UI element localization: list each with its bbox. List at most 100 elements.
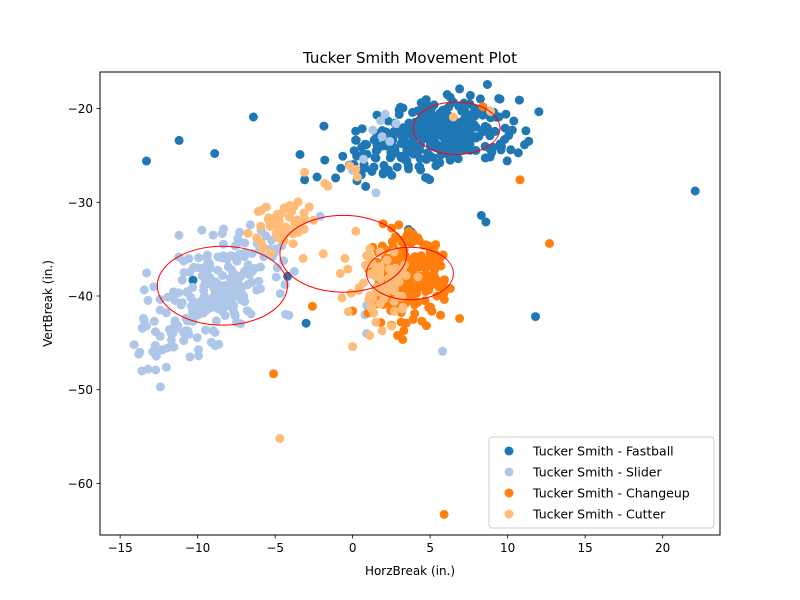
data-point xyxy=(192,333,202,343)
data-point xyxy=(230,241,240,251)
data-point xyxy=(235,227,244,237)
data-point xyxy=(476,210,486,220)
data-point xyxy=(513,148,523,158)
plot-area xyxy=(99,71,721,536)
data-point xyxy=(188,275,198,285)
data-point xyxy=(211,296,221,306)
data-point xyxy=(465,90,475,100)
data-point xyxy=(377,132,387,142)
data-point xyxy=(416,251,426,261)
data-point xyxy=(506,145,516,155)
data-point xyxy=(442,143,452,153)
data-point xyxy=(362,251,372,261)
data-point xyxy=(514,95,524,105)
data-point xyxy=(214,339,224,349)
data-point xyxy=(495,94,505,104)
x-tick-label: 5 xyxy=(426,541,434,555)
data-point xyxy=(293,227,303,237)
data-point xyxy=(401,318,411,328)
data-point xyxy=(256,221,266,231)
data-point xyxy=(367,167,377,176)
data-point xyxy=(269,369,279,379)
data-point xyxy=(205,264,215,273)
data-point xyxy=(415,162,425,172)
data-point xyxy=(397,304,407,314)
data-point xyxy=(426,119,436,129)
data-point xyxy=(142,268,152,278)
data-point xyxy=(413,127,423,137)
data-point xyxy=(375,266,385,276)
data-point xyxy=(481,217,491,227)
data-point xyxy=(318,249,328,259)
data-point xyxy=(482,80,492,89)
data-point xyxy=(284,310,294,320)
data-point xyxy=(142,321,151,331)
data-point xyxy=(359,154,368,164)
data-point xyxy=(300,175,310,185)
data-point xyxy=(405,286,415,296)
data-point xyxy=(150,340,160,350)
data-point xyxy=(415,153,425,163)
data-point xyxy=(206,303,216,312)
data-point xyxy=(219,224,228,234)
data-point xyxy=(405,142,415,152)
y-tick-label: −30 xyxy=(68,196,93,210)
data-point xyxy=(377,326,387,336)
data-point xyxy=(198,308,208,318)
data-point xyxy=(500,123,510,133)
data-point xyxy=(150,327,160,337)
data-point xyxy=(155,382,165,392)
data-point xyxy=(455,314,465,323)
data-point xyxy=(359,278,368,288)
data-point xyxy=(218,271,227,280)
data-point xyxy=(202,252,212,262)
data-point xyxy=(690,186,700,196)
data-point xyxy=(177,275,187,285)
data-point xyxy=(319,121,329,131)
data-point xyxy=(365,330,375,340)
y-tick-label: −60 xyxy=(68,477,93,491)
data-point xyxy=(289,201,299,211)
data-point xyxy=(391,263,401,273)
data-point xyxy=(266,235,276,245)
data-point xyxy=(211,316,221,326)
x-axis-label: HorzBreak (in.) xyxy=(365,564,455,578)
data-point xyxy=(246,309,256,319)
data-point xyxy=(497,142,506,152)
data-point xyxy=(240,252,249,262)
data-point xyxy=(301,318,311,328)
legend-marker xyxy=(504,446,514,456)
data-point xyxy=(210,328,220,337)
data-point xyxy=(223,262,233,272)
data-point xyxy=(531,312,540,322)
data-point xyxy=(480,153,490,163)
data-point xyxy=(436,261,446,271)
data-point xyxy=(166,335,176,345)
data-point xyxy=(275,289,285,299)
data-point xyxy=(389,296,399,306)
data-point xyxy=(475,94,485,104)
data-point xyxy=(408,314,418,324)
data-point xyxy=(448,112,458,122)
data-point xyxy=(379,294,389,304)
data-point xyxy=(289,266,299,276)
data-point xyxy=(501,109,511,119)
data-point xyxy=(393,330,403,340)
data-point xyxy=(389,306,399,316)
x-tick-label: 20 xyxy=(655,541,670,555)
data-point xyxy=(386,321,396,331)
data-point xyxy=(427,256,437,266)
data-point xyxy=(445,152,455,162)
data-point xyxy=(414,116,424,126)
data-point xyxy=(233,285,243,295)
data-point xyxy=(425,249,435,259)
data-point xyxy=(261,202,271,212)
data-point xyxy=(174,288,184,298)
data-point xyxy=(524,136,534,146)
data-point xyxy=(309,215,319,225)
data-point xyxy=(414,236,424,246)
data-point xyxy=(179,336,189,346)
data-point xyxy=(401,271,411,281)
data-point xyxy=(500,135,510,144)
data-point xyxy=(174,230,184,240)
